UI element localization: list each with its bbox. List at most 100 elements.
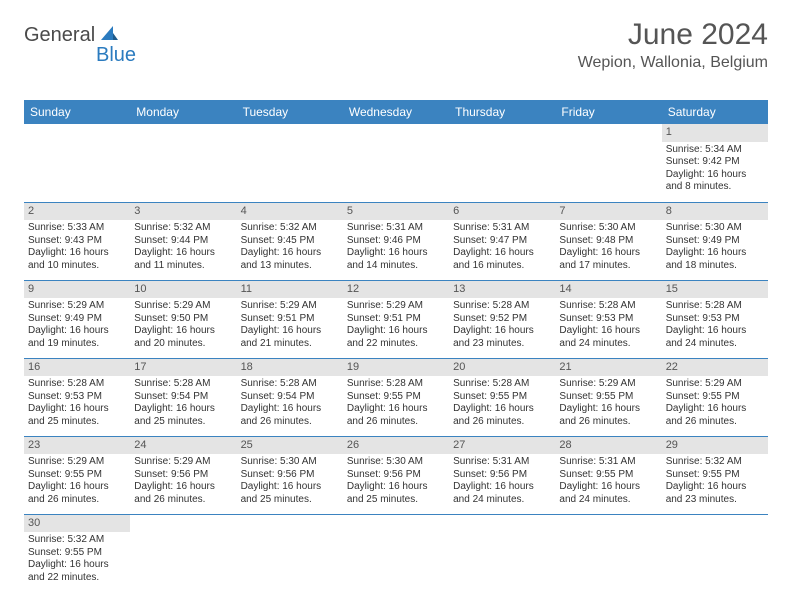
calendar-day-cell: 15Sunrise: 5:28 AMSunset: 9:53 PMDayligh… [662,280,768,358]
sunrise-line: Sunrise: 5:28 AM [28,378,126,391]
day-body: Sunrise: 5:29 AMSunset: 9:55 PMDaylight:… [555,376,661,432]
day-number: 21 [555,359,661,377]
sunrise-line: Sunrise: 5:30 AM [347,456,445,469]
calendar-week-row: 30Sunrise: 5:32 AMSunset: 9:55 PMDayligh… [24,514,768,592]
day-number: 13 [449,281,555,299]
sunset-line: Sunset: 9:51 PM [241,313,339,326]
sunrise-line: Sunrise: 5:28 AM [666,300,764,313]
day-number: 2 [24,203,130,221]
day-body: Sunrise: 5:28 AMSunset: 9:54 PMDaylight:… [237,376,343,432]
calendar-day-cell: 5Sunrise: 5:31 AMSunset: 9:46 PMDaylight… [343,202,449,280]
calendar-day-cell: 19Sunrise: 5:28 AMSunset: 9:55 PMDayligh… [343,358,449,436]
day-number: 6 [449,203,555,221]
sunrise-line: Sunrise: 5:29 AM [134,456,232,469]
daylight-line: Daylight: 16 hours and 24 minutes. [559,325,657,350]
day-number: 27 [449,437,555,455]
daylight-line: Daylight: 16 hours and 13 minutes. [241,247,339,272]
day-number: 20 [449,359,555,377]
calendar-empty-cell [555,514,661,592]
day-number: 1 [662,124,768,142]
sunrise-line: Sunrise: 5:31 AM [453,222,551,235]
sunrise-line: Sunrise: 5:31 AM [347,222,445,235]
day-body: Sunrise: 5:28 AMSunset: 9:55 PMDaylight:… [343,376,449,432]
day-body: Sunrise: 5:31 AMSunset: 9:56 PMDaylight:… [449,454,555,510]
daylight-line: Daylight: 16 hours and 22 minutes. [28,559,126,584]
sunset-line: Sunset: 9:54 PM [241,391,339,404]
sunset-line: Sunset: 9:56 PM [241,469,339,482]
daylight-line: Daylight: 16 hours and 24 minutes. [666,325,764,350]
calendar-day-cell: 6Sunrise: 5:31 AMSunset: 9:47 PMDaylight… [449,202,555,280]
sunset-line: Sunset: 9:47 PM [453,235,551,248]
calendar-day-cell: 17Sunrise: 5:28 AMSunset: 9:54 PMDayligh… [130,358,236,436]
day-number: 19 [343,359,449,377]
calendar-week-row: 2Sunrise: 5:33 AMSunset: 9:43 PMDaylight… [24,202,768,280]
sunrise-line: Sunrise: 5:29 AM [666,378,764,391]
calendar-day-cell: 23Sunrise: 5:29 AMSunset: 9:55 PMDayligh… [24,436,130,514]
calendar-day-cell: 30Sunrise: 5:32 AMSunset: 9:55 PMDayligh… [24,514,130,592]
sunset-line: Sunset: 9:52 PM [453,313,551,326]
sunset-line: Sunset: 9:55 PM [559,469,657,482]
sunrise-line: Sunrise: 5:28 AM [347,378,445,391]
daylight-line: Daylight: 16 hours and 25 minutes. [134,403,232,428]
daylight-line: Daylight: 16 hours and 26 minutes. [347,403,445,428]
day-body: Sunrise: 5:34 AMSunset: 9:42 PMDaylight:… [662,142,768,198]
calendar-empty-cell [662,514,768,592]
daylight-line: Daylight: 16 hours and 26 minutes. [453,403,551,428]
day-number: 15 [662,281,768,299]
day-body: Sunrise: 5:32 AMSunset: 9:55 PMDaylight:… [24,532,130,588]
sunrise-line: Sunrise: 5:29 AM [28,456,126,469]
day-body: Sunrise: 5:31 AMSunset: 9:46 PMDaylight:… [343,220,449,276]
calendar-day-cell: 27Sunrise: 5:31 AMSunset: 9:56 PMDayligh… [449,436,555,514]
calendar-day-cell: 18Sunrise: 5:28 AMSunset: 9:54 PMDayligh… [237,358,343,436]
day-number: 22 [662,359,768,377]
daylight-line: Daylight: 16 hours and 26 minutes. [666,403,764,428]
day-body: Sunrise: 5:31 AMSunset: 9:55 PMDaylight:… [555,454,661,510]
daylight-line: Daylight: 16 hours and 22 minutes. [347,325,445,350]
day-number: 23 [24,437,130,455]
day-number: 29 [662,437,768,455]
weekday-header-row: SundayMondayTuesdayWednesdayThursdayFrid… [24,100,768,124]
day-number: 30 [24,515,130,533]
calendar-day-cell: 12Sunrise: 5:29 AMSunset: 9:51 PMDayligh… [343,280,449,358]
daylight-line: Daylight: 16 hours and 26 minutes. [241,403,339,428]
calendar-day-cell: 3Sunrise: 5:32 AMSunset: 9:44 PMDaylight… [130,202,236,280]
sunset-line: Sunset: 9:56 PM [134,469,232,482]
calendar-day-cell: 28Sunrise: 5:31 AMSunset: 9:55 PMDayligh… [555,436,661,514]
calendar-empty-cell [130,514,236,592]
daylight-line: Daylight: 16 hours and 18 minutes. [666,247,764,272]
calendar-day-cell: 24Sunrise: 5:29 AMSunset: 9:56 PMDayligh… [130,436,236,514]
sunrise-line: Sunrise: 5:30 AM [559,222,657,235]
daylight-line: Daylight: 16 hours and 24 minutes. [559,481,657,506]
sunrise-line: Sunrise: 5:33 AM [28,222,126,235]
day-body: Sunrise: 5:32 AMSunset: 9:55 PMDaylight:… [662,454,768,510]
calendar-day-cell: 1Sunrise: 5:34 AMSunset: 9:42 PMDaylight… [662,124,768,202]
calendar-day-cell: 16Sunrise: 5:28 AMSunset: 9:53 PMDayligh… [24,358,130,436]
sunrise-line: Sunrise: 5:29 AM [559,378,657,391]
day-body: Sunrise: 5:28 AMSunset: 9:53 PMDaylight:… [662,298,768,354]
calendar-empty-cell [130,124,236,202]
daylight-line: Daylight: 16 hours and 25 minutes. [347,481,445,506]
day-number: 8 [662,203,768,221]
sunrise-line: Sunrise: 5:32 AM [28,534,126,547]
logo-text-blue: Blue [96,44,136,67]
day-number: 14 [555,281,661,299]
calendar-table: SundayMondayTuesdayWednesdayThursdayFrid… [24,100,768,592]
daylight-line: Daylight: 16 hours and 26 minutes. [28,481,126,506]
calendar-empty-cell [449,124,555,202]
day-number: 26 [343,437,449,455]
sunset-line: Sunset: 9:54 PM [134,391,232,404]
day-body: Sunrise: 5:28 AMSunset: 9:55 PMDaylight:… [449,376,555,432]
calendar-empty-cell [343,514,449,592]
day-number: 9 [24,281,130,299]
calendar-empty-cell [555,124,661,202]
daylight-line: Daylight: 16 hours and 25 minutes. [28,403,126,428]
sunset-line: Sunset: 9:49 PM [666,235,764,248]
day-number: 5 [343,203,449,221]
daylight-line: Daylight: 16 hours and 8 minutes. [666,169,764,194]
sunset-line: Sunset: 9:50 PM [134,313,232,326]
calendar-day-cell: 20Sunrise: 5:28 AMSunset: 9:55 PMDayligh… [449,358,555,436]
calendar-body: 1Sunrise: 5:34 AMSunset: 9:42 PMDaylight… [24,124,768,592]
day-body: Sunrise: 5:28 AMSunset: 9:52 PMDaylight:… [449,298,555,354]
day-number: 10 [130,281,236,299]
sunrise-line: Sunrise: 5:31 AM [453,456,551,469]
